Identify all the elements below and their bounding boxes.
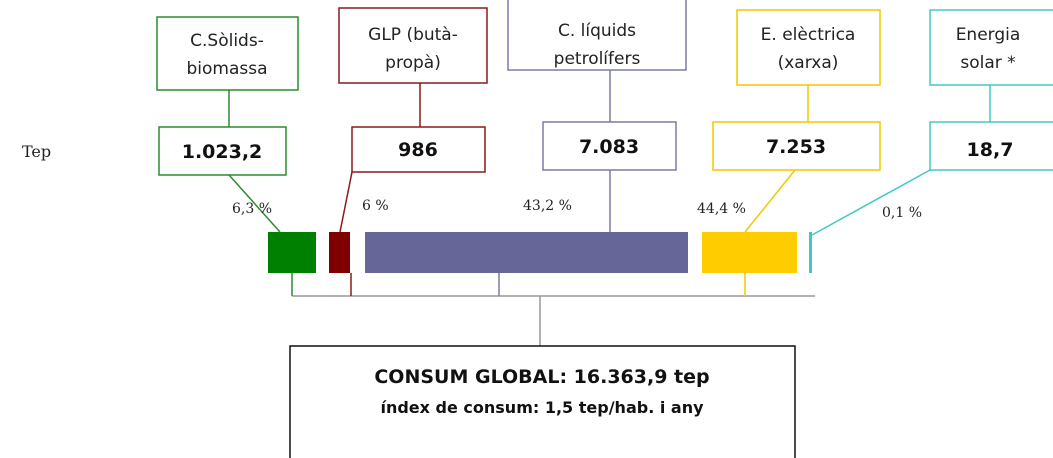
node-value: 7.083 — [579, 136, 639, 158]
connectors — [228, 70, 991, 236]
bars — [268, 232, 812, 273]
node-value: 7.253 — [766, 136, 826, 158]
node-label: GLP (butà- — [368, 25, 458, 45]
node-value: 1.023,2 — [182, 141, 263, 163]
total-connectors — [291, 273, 815, 346]
node-label: propà) — [385, 53, 441, 73]
node-label: petrolífers — [554, 49, 641, 69]
boxes — [156, 0, 1053, 176]
total-title: CONSUM GLOBAL: 16.363,9 tep — [374, 366, 709, 388]
node-label: (xarxa) — [778, 53, 839, 73]
node-percent: 6 % — [362, 198, 389, 214]
node-value: 986 — [398, 139, 438, 161]
total-box — [289, 345, 796, 458]
node-label: C.Sòlids- — [190, 31, 264, 51]
node-label: Energia — [956, 25, 1021, 45]
node-value: 18,7 — [967, 139, 1014, 161]
total-subtitle: índex de consum: 1,5 tep/hab. i any — [380, 398, 704, 417]
node-percent: 0,1 % — [882, 205, 922, 221]
unit-label: Tep — [22, 142, 51, 161]
node-label: biomassa — [186, 59, 267, 79]
node-percent: 44,4 % — [697, 201, 746, 217]
node-percent: 43,2 % — [523, 198, 572, 214]
node-percent: 6,3 % — [232, 201, 272, 217]
node-label: C. líquids — [558, 21, 636, 41]
node-label: E. elèctrica — [761, 25, 856, 45]
node-label: solar * — [960, 53, 1015, 73]
